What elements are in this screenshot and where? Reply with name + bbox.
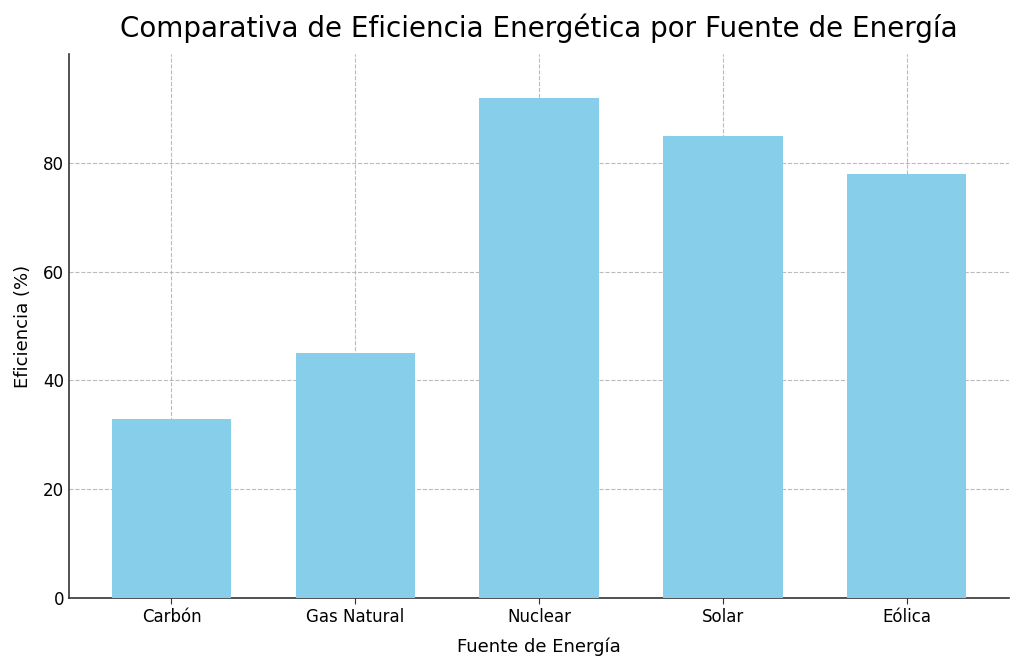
Title: Comparativa de Eficiencia Energética por Fuente de Energía: Comparativa de Eficiencia Energética por… bbox=[121, 14, 958, 44]
X-axis label: Fuente de Energía: Fuente de Energía bbox=[457, 638, 621, 656]
Bar bbox=[847, 174, 967, 598]
Bar bbox=[112, 419, 231, 598]
Bar bbox=[480, 98, 598, 598]
Y-axis label: Eficiencia (%): Eficiencia (%) bbox=[14, 265, 32, 388]
Bar bbox=[296, 353, 415, 598]
Bar bbox=[663, 135, 783, 598]
